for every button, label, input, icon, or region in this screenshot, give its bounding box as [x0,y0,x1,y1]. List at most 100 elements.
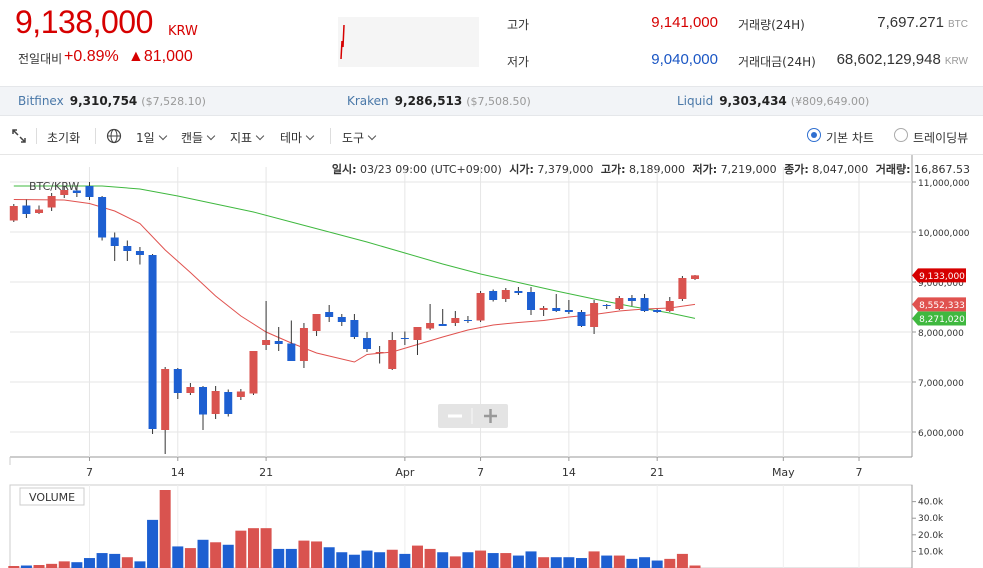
x-tick-label: May [772,466,795,479]
tools-dropdown[interactable]: 도구 [342,129,377,146]
candle-down [602,305,611,306]
interval-dropdown[interactable]: 1일 [136,129,167,146]
volume-bar-down [273,548,285,568]
exchange-price: 9,303,434 [719,94,787,108]
volume-tick-label: 30.0k [918,514,944,524]
volume-label: VOLUME [29,491,75,504]
chevron-down-icon [255,131,265,141]
volume-bar-up [184,548,196,568]
volume-bar-down [525,551,537,568]
ma-long-badge: 8,271,020 [919,315,965,325]
exchange-liquid: Liquid 9,303,434 (¥809,649.00) [677,94,869,108]
x-tick-label: 7 [477,466,484,479]
exchange-kraken: Kraken 9,286,513 ($7,508.50) [347,94,531,108]
amount-unit: KRW [944,56,968,67]
ohlc-volume: 16,867.53 [914,163,970,176]
last-price-badge-bg [912,268,966,283]
candle-down [640,298,649,311]
candle-up [388,340,397,369]
candle-down [173,369,182,393]
sparkline-svg [340,24,345,60]
ohlc-high-label: 고가: [601,162,626,176]
y-tick-label: 9,000,000 [918,279,964,289]
ohlc-low-label: 저가: [693,162,718,176]
theme-dropdown[interactable]: 테마 [280,129,315,146]
candle-down [627,298,636,301]
volume-bar-up [676,553,688,568]
volume-bar-up [500,553,512,568]
expand-icon[interactable] [12,129,26,143]
candle-up [590,303,599,327]
tradingview-radio[interactable] [894,128,908,142]
exchange-name: Bitfinex [18,94,64,108]
x-tick-label: Apr [395,466,415,479]
volume-bar-up [538,557,550,568]
volume-bar-down [71,562,83,568]
chevron-down-icon [305,131,315,141]
candle-up [451,318,460,323]
volume-bar-up [33,565,45,568]
candle-down [653,310,662,312]
candle-up [539,308,548,310]
candle-down [123,246,132,251]
candle-down [438,324,447,326]
candle-up [299,328,308,361]
candle-down [148,255,157,429]
exchange-foreign-price: ($7,508.50) [466,95,531,108]
reset-button[interactable]: 초기화 [47,131,81,145]
candle-up [35,209,44,213]
chevron-down-icon [158,131,167,141]
zoom-out-button[interactable] [438,404,472,428]
volume-bar-down [348,554,360,568]
volume-bar-down [601,555,613,568]
volume-bar-up [311,541,323,568]
basic-chart-radio[interactable] [807,128,821,142]
volume-bar-up [449,556,461,568]
candle-up [501,290,510,299]
candle-down [400,338,409,339]
candle-down [135,251,144,255]
volume-bar-up [475,550,487,568]
sparkline-line [340,24,345,60]
volume-bar-up [210,542,222,568]
ohlc-readout: 일시: 03/23 09:00 (UTC+09:00) 시가: 7,379,00… [332,162,970,176]
tradingview-label[interactable]: 트레이딩뷰 [913,131,969,145]
volume-bar-up [613,555,625,568]
candle-down [72,190,81,193]
zoom-in-button[interactable] [473,404,508,428]
volume-bar-down [437,552,449,568]
chevron-down-icon [367,131,377,141]
volume-bar-down [512,555,524,568]
volume-bar-up [424,548,436,568]
zoom-controls [438,404,508,428]
x-tick-label: 14 [562,466,576,479]
ohlc-date-label: 일시: [332,162,357,176]
volume-bar-down [550,557,562,568]
basic-chart-label[interactable]: 기본 차트 [826,131,874,145]
low-value: 9,040,000 [651,51,718,68]
ohlc-close: 8,047,000 [812,163,868,176]
volume-bar-down [563,557,575,568]
volume-panel: 40.0k 30.0k 20.0k 10.0k VOLUME [8,484,944,568]
ohlc-date: 03/23 09:00 (UTC+09:00) [360,163,502,176]
volume-bar-down [197,539,209,568]
volume-bar-up [386,549,398,568]
volume-bar-up [664,558,676,568]
volume-bar-down [20,565,32,568]
candle-up [186,387,195,393]
candle-dropdown[interactable]: 캔들 [181,129,216,146]
globe-icon[interactable] [106,128,122,144]
candle-up [678,278,687,299]
x-tick-label: 21 [259,466,273,479]
volume-bar-down [651,560,663,568]
candle-down [350,320,359,337]
candle-up [211,391,220,414]
volume-bar-down [575,558,587,568]
low-label: 저가 [507,55,530,69]
volume-bar-down [626,558,638,568]
indicator-dropdown[interactable]: 지표 [230,129,265,146]
candle-up [426,323,435,329]
toolbar-divider [330,128,331,144]
change-label: 전일대비 [18,52,63,66]
ma-long-badge-bg [912,311,966,326]
